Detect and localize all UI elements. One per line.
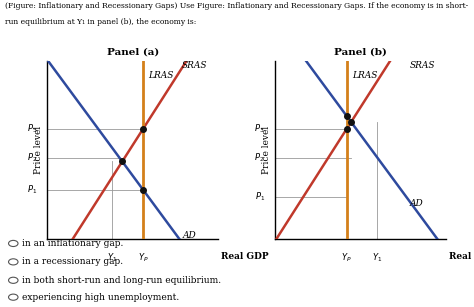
Text: $Y_P$: $Y_P$ [137, 252, 148, 264]
Text: in both short-run and long-run equilibrium.: in both short-run and long-run equilibri… [22, 276, 221, 285]
Text: Real GDP: Real GDP [449, 252, 474, 261]
Text: AD: AD [182, 231, 196, 239]
Text: $P_2$: $P_2$ [255, 151, 264, 164]
Text: in a recessionary gap.: in a recessionary gap. [22, 257, 123, 266]
Text: $P_1$: $P_1$ [255, 190, 264, 203]
Text: run equilibrium at Y₁ in panel (b), the economy is:: run equilibrium at Y₁ in panel (b), the … [5, 18, 196, 26]
Text: $P_1$: $P_1$ [27, 183, 37, 196]
Text: $P_3$: $P_3$ [27, 123, 37, 135]
Text: SRAS: SRAS [410, 61, 435, 70]
Text: SRAS: SRAS [182, 61, 208, 70]
Text: in an inflationary gap.: in an inflationary gap. [22, 239, 123, 248]
Text: $Y_1$: $Y_1$ [107, 252, 118, 264]
Text: $Y_P$: $Y_P$ [341, 252, 352, 264]
Text: $P_3$: $P_3$ [255, 123, 264, 135]
Text: LRAS: LRAS [148, 71, 173, 80]
Text: $P_2$: $P_2$ [27, 151, 37, 164]
Text: LRAS: LRAS [352, 71, 377, 80]
Text: Real GDP: Real GDP [221, 252, 269, 261]
Text: experiencing high unemployment.: experiencing high unemployment. [22, 293, 179, 302]
Text: $Y_1$: $Y_1$ [372, 252, 383, 264]
Text: AD: AD [410, 199, 423, 208]
Y-axis label: Price level: Price level [34, 126, 43, 174]
Title: Panel (b): Panel (b) [334, 48, 387, 56]
Text: (Figure: Inflationary and Recessionary Gaps) Use Figure: Inflationary and Recess: (Figure: Inflationary and Recessionary G… [5, 2, 468, 10]
Title: Panel (a): Panel (a) [107, 48, 159, 56]
Y-axis label: Price level: Price level [262, 126, 271, 174]
